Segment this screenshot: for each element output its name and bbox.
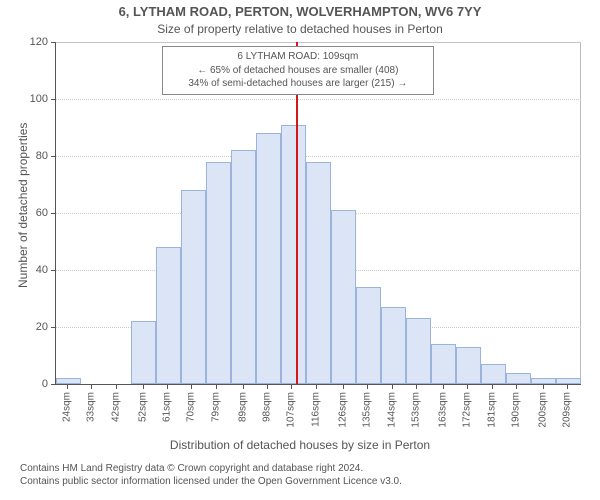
x-tick-label: 209sqm xyxy=(562,392,573,428)
x-tick-label: 33sqm xyxy=(86,392,97,422)
x-tick-label: 61sqm xyxy=(161,392,172,422)
y-tick-label: 60 xyxy=(36,207,48,219)
y-tick-mark xyxy=(51,156,56,157)
x-tick-label: 79sqm xyxy=(210,392,221,422)
x-tick-mark xyxy=(392,384,393,389)
x-tick-mark xyxy=(216,384,217,389)
y-axis-label: Number of detached properties xyxy=(16,123,30,288)
histogram-bar xyxy=(431,344,456,384)
x-tick-label: 70sqm xyxy=(186,392,197,422)
y-tick-label: 0 xyxy=(42,378,48,390)
annotation-box: 6 LYTHAM ROAD: 109sqm ← 65% of detached … xyxy=(162,46,434,95)
y-tick-label: 20 xyxy=(36,321,48,333)
x-tick-label: 163sqm xyxy=(437,392,448,428)
x-tick-mark xyxy=(167,384,168,389)
x-tick-mark xyxy=(367,384,368,389)
histogram-bar xyxy=(231,150,256,384)
y-tick-mark xyxy=(51,384,56,385)
x-tick-mark xyxy=(243,384,244,389)
x-tick-label: 135sqm xyxy=(362,392,373,428)
y-tick-mark xyxy=(51,42,56,43)
annotation-line-2: ← 65% of detached houses are smaller (40… xyxy=(169,64,427,78)
histogram-bar xyxy=(406,318,431,384)
y-tick-mark xyxy=(51,327,56,328)
x-axis-line xyxy=(56,384,581,385)
histogram-bar xyxy=(206,162,231,384)
histogram-bar xyxy=(381,307,406,384)
x-tick-label: 52sqm xyxy=(137,392,148,422)
x-tick-label: 200sqm xyxy=(538,392,549,428)
x-tick-label: 24sqm xyxy=(61,392,72,422)
chart-title: 6, LYTHAM ROAD, PERTON, WOLVERHAMPTON, W… xyxy=(0,4,600,19)
x-tick-label: 107sqm xyxy=(286,392,297,428)
x-tick-mark xyxy=(516,384,517,389)
x-tick-mark xyxy=(191,384,192,389)
x-tick-label: 116sqm xyxy=(310,392,321,427)
y-tick-label: 80 xyxy=(36,150,48,162)
x-tick-label: 89sqm xyxy=(237,392,248,422)
x-tick-label: 98sqm xyxy=(262,392,273,422)
x-axis-label: Distribution of detached houses by size … xyxy=(0,438,600,452)
histogram-bar xyxy=(156,247,181,384)
x-tick-label: 144sqm xyxy=(386,392,397,428)
chart-subtitle: Size of property relative to detached ho… xyxy=(0,22,600,36)
plot-area: 020406080100120 24sqm33sqm42sqm52sqm61sq… xyxy=(56,42,581,384)
x-tick-mark xyxy=(316,384,317,389)
histogram-bar xyxy=(256,133,281,384)
x-tick-mark xyxy=(492,384,493,389)
footer-line-2: Contains public sector information licen… xyxy=(20,475,402,488)
y-tick-mark xyxy=(51,99,56,100)
histogram-bar xyxy=(131,321,156,384)
x-tick-label: 181sqm xyxy=(486,392,497,428)
histogram-bar xyxy=(181,190,206,384)
x-tick-mark xyxy=(467,384,468,389)
y-tick-label: 40 xyxy=(36,264,48,276)
histogram-bar xyxy=(481,364,506,384)
x-tick-mark xyxy=(267,384,268,389)
x-tick-mark xyxy=(91,384,92,389)
histogram-bar xyxy=(456,347,481,384)
y-tick-mark xyxy=(51,213,56,214)
histogram-bar xyxy=(356,287,381,384)
x-tick-mark xyxy=(567,384,568,389)
histogram-bar xyxy=(506,373,531,384)
x-tick-label: 153sqm xyxy=(410,392,421,428)
footer-attribution: Contains HM Land Registry data © Crown c… xyxy=(20,462,402,488)
x-tick-label: 172sqm xyxy=(462,392,473,428)
annotation-line-3: 34% of semi-detached houses are larger (… xyxy=(169,77,427,91)
footer-line-1: Contains HM Land Registry data © Crown c… xyxy=(20,462,402,475)
x-tick-mark xyxy=(443,384,444,389)
y-tick-mark xyxy=(51,270,56,271)
annotation-line-1: 6 LYTHAM ROAD: 109sqm xyxy=(169,50,427,64)
y-tick-label: 100 xyxy=(30,93,48,105)
histogram-bar xyxy=(331,210,356,384)
x-tick-mark xyxy=(116,384,117,389)
x-tick-label: 190sqm xyxy=(511,392,522,428)
x-tick-mark xyxy=(67,384,68,389)
x-tick-label: 42sqm xyxy=(110,392,121,422)
y-tick-label: 120 xyxy=(30,36,48,48)
x-tick-mark xyxy=(543,384,544,389)
histogram-bar xyxy=(306,162,331,384)
x-tick-mark xyxy=(291,384,292,389)
x-tick-mark xyxy=(416,384,417,389)
chart-container: 6, LYTHAM ROAD, PERTON, WOLVERHAMPTON, W… xyxy=(0,0,600,500)
x-tick-mark xyxy=(343,384,344,389)
histogram-bar xyxy=(281,125,306,384)
x-tick-mark xyxy=(143,384,144,389)
x-tick-label: 126sqm xyxy=(337,392,348,428)
